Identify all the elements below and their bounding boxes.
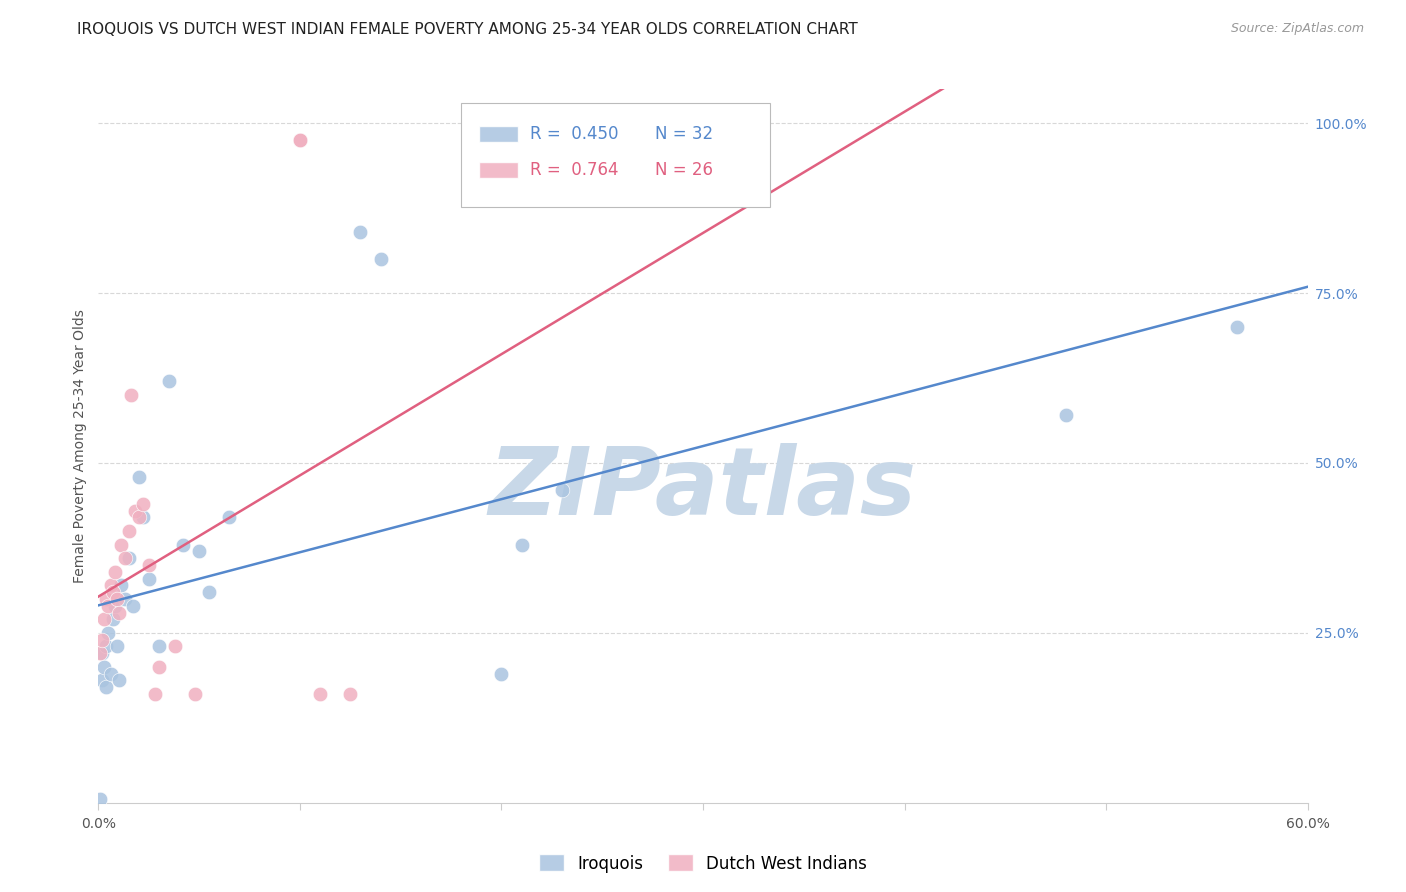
Point — [128, 469, 150, 483]
Point — [105, 640, 128, 654]
Text: IROQUOIS VS DUTCH WEST INDIAN FEMALE POVERTY AMONG 25-34 YEAR OLDS CORRELATION C: IROQUOIS VS DUTCH WEST INDIAN FEMALE POV… — [77, 22, 858, 37]
Point — [1226, 320, 1249, 334]
Point — [103, 599, 125, 613]
FancyBboxPatch shape — [479, 127, 517, 142]
Point — [107, 673, 129, 688]
Point — [91, 632, 114, 647]
Y-axis label: Female Poverty Among 25-34 Year Olds: Female Poverty Among 25-34 Year Olds — [73, 309, 87, 583]
Point — [163, 640, 186, 654]
Point — [551, 483, 574, 498]
Point — [101, 612, 124, 626]
Point — [105, 591, 128, 606]
Text: ZIPatlas: ZIPatlas — [489, 442, 917, 535]
Point — [114, 551, 136, 566]
Point — [93, 660, 115, 674]
Text: N = 32: N = 32 — [655, 125, 713, 143]
Point — [148, 660, 170, 674]
Point — [491, 666, 513, 681]
Point — [184, 687, 207, 701]
Point — [288, 133, 311, 147]
Point — [128, 510, 150, 524]
Point — [138, 572, 160, 586]
Point — [100, 666, 122, 681]
Point — [114, 591, 136, 606]
Text: Source: ZipAtlas.com: Source: ZipAtlas.com — [1230, 22, 1364, 36]
Point — [101, 585, 124, 599]
Point — [188, 544, 211, 558]
Point — [288, 133, 311, 147]
Point — [96, 680, 118, 694]
Legend: Iroquois, Dutch West Indians: Iroquois, Dutch West Indians — [531, 847, 875, 880]
Point — [110, 537, 132, 551]
Point — [97, 599, 120, 613]
Point — [97, 626, 120, 640]
Text: R =  0.764: R = 0.764 — [530, 161, 619, 178]
Point — [198, 585, 221, 599]
Point — [118, 551, 141, 566]
Point — [89, 792, 111, 806]
Point — [103, 565, 125, 579]
FancyBboxPatch shape — [479, 162, 517, 178]
Point — [143, 687, 166, 701]
Point — [121, 599, 143, 613]
Point — [370, 252, 392, 266]
Point — [118, 524, 141, 538]
Point — [1054, 409, 1077, 423]
Text: R =  0.450: R = 0.450 — [530, 125, 619, 143]
FancyBboxPatch shape — [461, 103, 769, 207]
Point — [148, 640, 170, 654]
Point — [309, 687, 332, 701]
Point — [110, 578, 132, 592]
Point — [218, 510, 240, 524]
Point — [91, 646, 114, 660]
Point — [132, 497, 155, 511]
Point — [339, 687, 361, 701]
Point — [132, 510, 155, 524]
Point — [107, 606, 129, 620]
Point — [89, 646, 111, 660]
Point — [138, 558, 160, 572]
Point — [510, 537, 533, 551]
Point — [349, 225, 371, 239]
Point — [96, 591, 118, 606]
Text: N = 26: N = 26 — [655, 161, 713, 178]
Point — [93, 612, 115, 626]
Point — [172, 537, 194, 551]
Point — [124, 503, 146, 517]
Point — [120, 388, 142, 402]
Point — [96, 640, 118, 654]
Point — [157, 375, 180, 389]
Point — [91, 673, 114, 688]
Point — [100, 578, 122, 592]
